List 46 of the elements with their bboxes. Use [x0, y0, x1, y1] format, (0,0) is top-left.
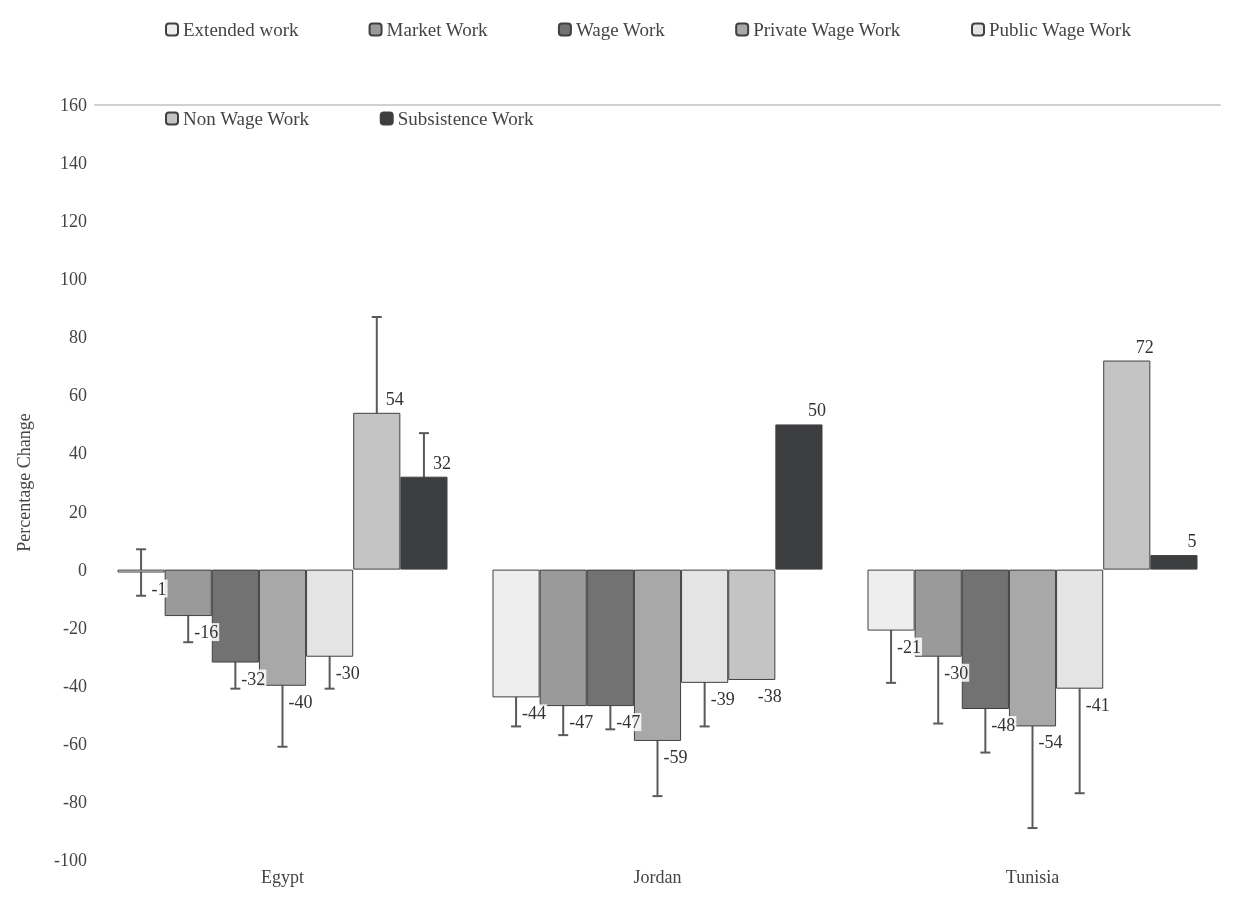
data-label: -38: [757, 685, 782, 706]
y-tick-label: -40: [63, 675, 87, 696]
data-label: -16: [194, 622, 219, 643]
data-label: -1: [151, 578, 167, 599]
legend-label: Non Wage Work: [183, 108, 310, 129]
y-tick-label: 40: [69, 443, 87, 464]
y-tick-label: -20: [63, 617, 87, 638]
legend-label: Public Wage Work: [989, 19, 1132, 40]
data-label: -47: [569, 712, 594, 733]
legend-label: Extended work: [183, 19, 300, 40]
data-label: 50: [807, 400, 826, 421]
data-label: 32: [432, 452, 451, 473]
data-label: 54: [385, 388, 404, 409]
y-tick-label: -80: [63, 791, 87, 812]
data-label: -40: [288, 691, 313, 712]
data-label: -47: [616, 712, 641, 733]
y-tick-label: 0: [78, 559, 87, 580]
data-label: -48: [991, 715, 1016, 735]
data-label: -59: [663, 746, 688, 767]
y-tick-label: 100: [60, 269, 87, 290]
y-tick-label: -60: [63, 733, 87, 754]
data-label: -54: [1038, 732, 1063, 753]
y-tick-label: 140: [60, 153, 87, 174]
data-label: -30: [335, 662, 360, 683]
legend-label: Market Work: [386, 19, 489, 40]
data-label: 72: [1135, 336, 1154, 357]
y-tick-label: 120: [60, 211, 87, 232]
legend-label: Private Wage Work: [753, 19, 901, 40]
data-label: -21: [897, 636, 922, 657]
y-axis-title: Percentage Change: [14, 413, 34, 552]
data-label: 5: [1187, 531, 1197, 552]
legend-label: Wage Work: [575, 19, 666, 40]
legend-label: Subsistence Work: [397, 108, 535, 129]
data-label: -44: [522, 703, 547, 724]
x-tick-label: Jordan: [633, 867, 682, 887]
y-tick-label: -100: [54, 850, 87, 870]
x-tick-label: Tunisia: [1005, 867, 1060, 887]
y-tick-label: 60: [69, 385, 87, 406]
y-tick-label: 80: [69, 327, 87, 348]
data-label: -39: [710, 688, 735, 709]
y-tick-label: 160: [60, 95, 87, 115]
x-tick-label: Egypt: [261, 867, 304, 887]
data-label: -41: [1085, 694, 1110, 715]
data-label: -32: [241, 668, 266, 689]
data-label: -30: [944, 662, 969, 683]
y-tick-label: 20: [69, 501, 87, 522]
